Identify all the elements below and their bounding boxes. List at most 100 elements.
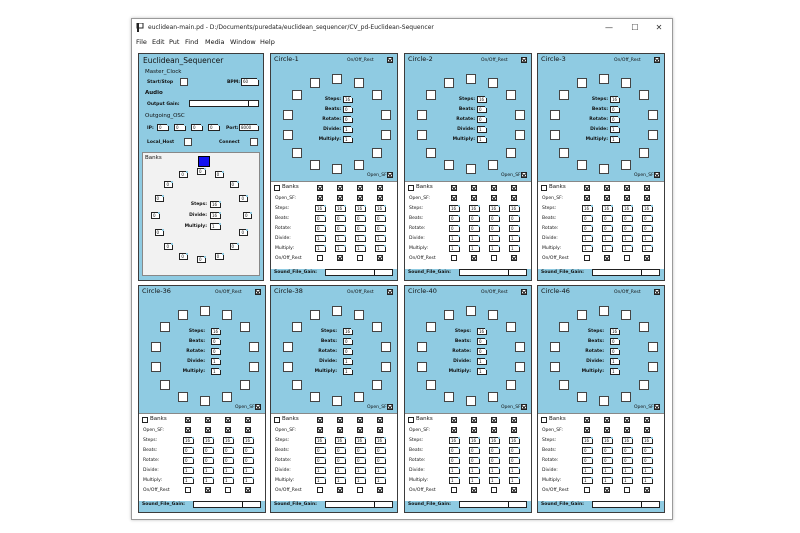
- bank-value-input[interactable]: 1: [602, 477, 613, 484]
- bank-value-input[interactable]: 0: [223, 457, 234, 464]
- step-toggle[interactable]: [381, 130, 391, 140]
- bank-value-input[interactable]: 1: [469, 235, 480, 242]
- bank-value-input[interactable]: 16: [489, 437, 500, 444]
- bank-value-input[interactable]: 1: [335, 235, 346, 242]
- bank-ring-value[interactable]: 0: [239, 228, 249, 236]
- step-toggle[interactable]: [559, 322, 569, 332]
- bank-select-toggle[interactable]: [377, 417, 383, 423]
- bank-select-toggle[interactable]: [337, 417, 343, 423]
- bank-value-input[interactable]: 0: [582, 215, 593, 222]
- bank-ring-value[interactable]: 0: [229, 243, 239, 251]
- bank-ring-value[interactable]: 0: [197, 168, 206, 175]
- circle-param-input[interactable]: 1: [477, 368, 487, 375]
- bank-value-input[interactable]: 0: [509, 447, 520, 454]
- bank-onoff-rest-toggle[interactable]: [511, 255, 517, 261]
- step-toggle[interactable]: [550, 342, 560, 352]
- onoff-rest-toggle[interactable]: [255, 289, 261, 295]
- step-toggle[interactable]: [292, 90, 302, 100]
- bank-value-input[interactable]: 0: [355, 225, 366, 232]
- bank-ring-value[interactable]: 0: [151, 212, 160, 219]
- step-toggle[interactable]: [444, 310, 454, 320]
- minimize-button[interactable]: —: [605, 23, 613, 32]
- circle-param-input[interactable]: 16: [610, 328, 620, 335]
- bank-value-input[interactable]: 1: [315, 477, 326, 484]
- bank-value-input[interactable]: 0: [449, 215, 460, 222]
- bank-value-input[interactable]: 16: [315, 205, 326, 212]
- step-toggle[interactable]: [292, 322, 302, 332]
- bank-value-input[interactable]: 0: [315, 215, 326, 222]
- bank-value-input[interactable]: 16: [469, 437, 480, 444]
- step-toggle[interactable]: [426, 322, 436, 332]
- circle-param-input[interactable]: 1: [343, 136, 353, 143]
- bank-select-toggle[interactable]: [604, 185, 610, 191]
- bank-open-sf-toggle[interactable]: [185, 427, 191, 433]
- bank-value-input[interactable]: 16: [355, 205, 366, 212]
- bank-value-input[interactable]: 1: [203, 477, 214, 484]
- bank-select-toggle[interactable]: [471, 417, 477, 423]
- sound-file-gain-knob[interactable]: [640, 502, 642, 507]
- circle-param-input[interactable]: 0: [477, 116, 487, 123]
- bank-value-input[interactable]: 16: [469, 205, 480, 212]
- bank-onoff-rest-toggle[interactable]: [624, 255, 630, 261]
- step-toggle[interactable]: [354, 160, 364, 170]
- step-toggle[interactable]: [151, 362, 161, 372]
- bank-value-input[interactable]: 1: [622, 467, 633, 474]
- bank-value-input[interactable]: 1: [469, 245, 480, 252]
- step-toggle[interactable]: [332, 306, 342, 316]
- bank-ring-value[interactable]: 0: [164, 243, 174, 251]
- bank-value-input[interactable]: 0: [509, 215, 520, 222]
- bank-value-input[interactable]: 0: [642, 447, 653, 454]
- open-sf-toggle[interactable]: [255, 404, 261, 410]
- bank-open-sf-toggle[interactable]: [451, 195, 457, 201]
- step-toggle[interactable]: [599, 74, 609, 84]
- bank-select-toggle[interactable]: [317, 417, 323, 423]
- step-toggle[interactable]: [648, 342, 658, 352]
- circle-param-input[interactable]: 0: [343, 348, 353, 355]
- bank-value-input[interactable]: 0: [622, 215, 633, 222]
- onoff-rest-toggle[interactable]: [654, 289, 660, 295]
- step-toggle[interactable]: [515, 130, 525, 140]
- step-toggle[interactable]: [426, 90, 436, 100]
- menu-help[interactable]: Help: [260, 38, 275, 46]
- bank-value-input[interactable]: 0: [335, 447, 346, 454]
- bank-select-toggle[interactable]: [225, 417, 231, 423]
- bank-ring-value[interactable]: 0: [229, 180, 239, 188]
- bank-value-input[interactable]: 1: [489, 245, 500, 252]
- sound-file-gain-knob[interactable]: [507, 502, 509, 507]
- bank-value-input[interactable]: 0: [509, 225, 520, 232]
- bank-open-sf-toggle[interactable]: [317, 195, 323, 201]
- step-toggle[interactable]: [417, 130, 427, 140]
- sound-file-gain-slider[interactable]: [193, 501, 261, 508]
- menu-put[interactable]: Put: [169, 38, 180, 46]
- step-toggle[interactable]: [488, 392, 498, 402]
- bank-value-input[interactable]: 0: [622, 457, 633, 464]
- step-toggle[interactable]: [506, 90, 516, 100]
- bank-value-input[interactable]: 0: [582, 225, 593, 232]
- bank-value-input[interactable]: 0: [489, 215, 500, 222]
- bank-value-input[interactable]: 1: [315, 245, 326, 252]
- bank-select-toggle[interactable]: [624, 417, 630, 423]
- bank-value-input[interactable]: 0: [449, 447, 460, 454]
- banks-toggle[interactable]: [274, 185, 280, 191]
- bank-select-indicator[interactable]: [198, 156, 210, 167]
- bank-onoff-rest-toggle[interactable]: [377, 487, 383, 493]
- step-toggle[interactable]: [240, 322, 250, 332]
- step-toggle[interactable]: [372, 90, 382, 100]
- step-toggle[interactable]: [639, 148, 649, 158]
- step-toggle[interactable]: [310, 392, 320, 402]
- bank-value-input[interactable]: 1: [509, 477, 520, 484]
- output-gain-knob[interactable]: [247, 101, 249, 106]
- step-toggle[interactable]: [599, 164, 609, 174]
- sound-file-gain-slider[interactable]: [459, 269, 527, 276]
- bank-value-input[interactable]: 1: [335, 245, 346, 252]
- bank-open-sf-toggle[interactable]: [644, 427, 650, 433]
- bank-value-input[interactable]: 16: [355, 437, 366, 444]
- step-toggle[interactable]: [417, 362, 427, 372]
- step-toggle[interactable]: [621, 310, 631, 320]
- bank-value-input[interactable]: 1: [223, 467, 234, 474]
- bank-select-toggle[interactable]: [511, 417, 517, 423]
- step-toggle[interactable]: [310, 310, 320, 320]
- bank-value-input[interactable]: 1: [642, 245, 653, 252]
- connect-button[interactable]: [250, 138, 258, 146]
- onoff-rest-toggle[interactable]: [521, 289, 527, 295]
